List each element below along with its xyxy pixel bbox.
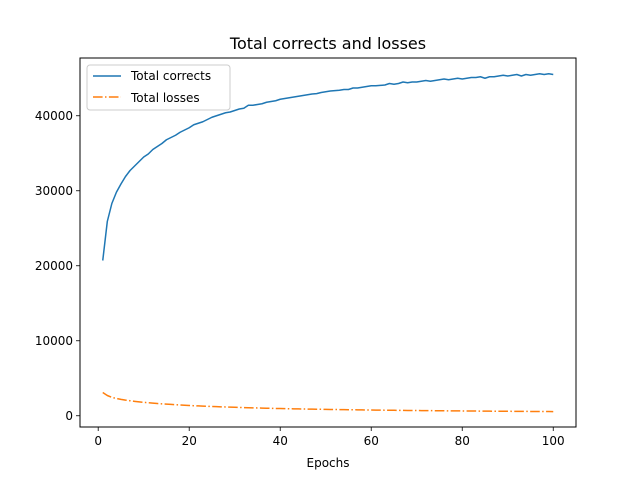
x-axis-ticks: 0 20 40 60 80 100 xyxy=(94,427,565,448)
series-line-total-corrects xyxy=(102,73,554,261)
x-tick-label: 60 xyxy=(364,434,379,448)
x-tick-label: 0 xyxy=(94,434,102,448)
y-tick-label: 30000 xyxy=(35,184,73,198)
legend-label-total-losses: Total losses xyxy=(130,91,200,105)
y-axis-ticks: 0 10000 20000 30000 40000 xyxy=(35,109,80,423)
x-tick-label: 20 xyxy=(182,434,197,448)
x-axis-label: Epochs xyxy=(307,456,350,470)
plot-frame xyxy=(79,57,577,428)
x-tick-label: 100 xyxy=(542,434,565,448)
legend-label-total-corrects: Total corrects xyxy=(130,69,211,83)
legend: Total corrects Total losses xyxy=(86,64,231,111)
y-tick-label: 20000 xyxy=(35,259,73,273)
x-tick-label: 80 xyxy=(455,434,470,448)
y-tick-label: 10000 xyxy=(35,334,73,348)
series-layer xyxy=(102,73,554,413)
y-tick-label: 40000 xyxy=(35,109,73,123)
chart-title: Total corrects and losses xyxy=(229,34,426,53)
series-line-total-losses xyxy=(102,391,554,413)
y-tick-label: 0 xyxy=(65,409,73,423)
x-tick-label: 40 xyxy=(273,434,288,448)
legend-frame xyxy=(86,64,231,111)
